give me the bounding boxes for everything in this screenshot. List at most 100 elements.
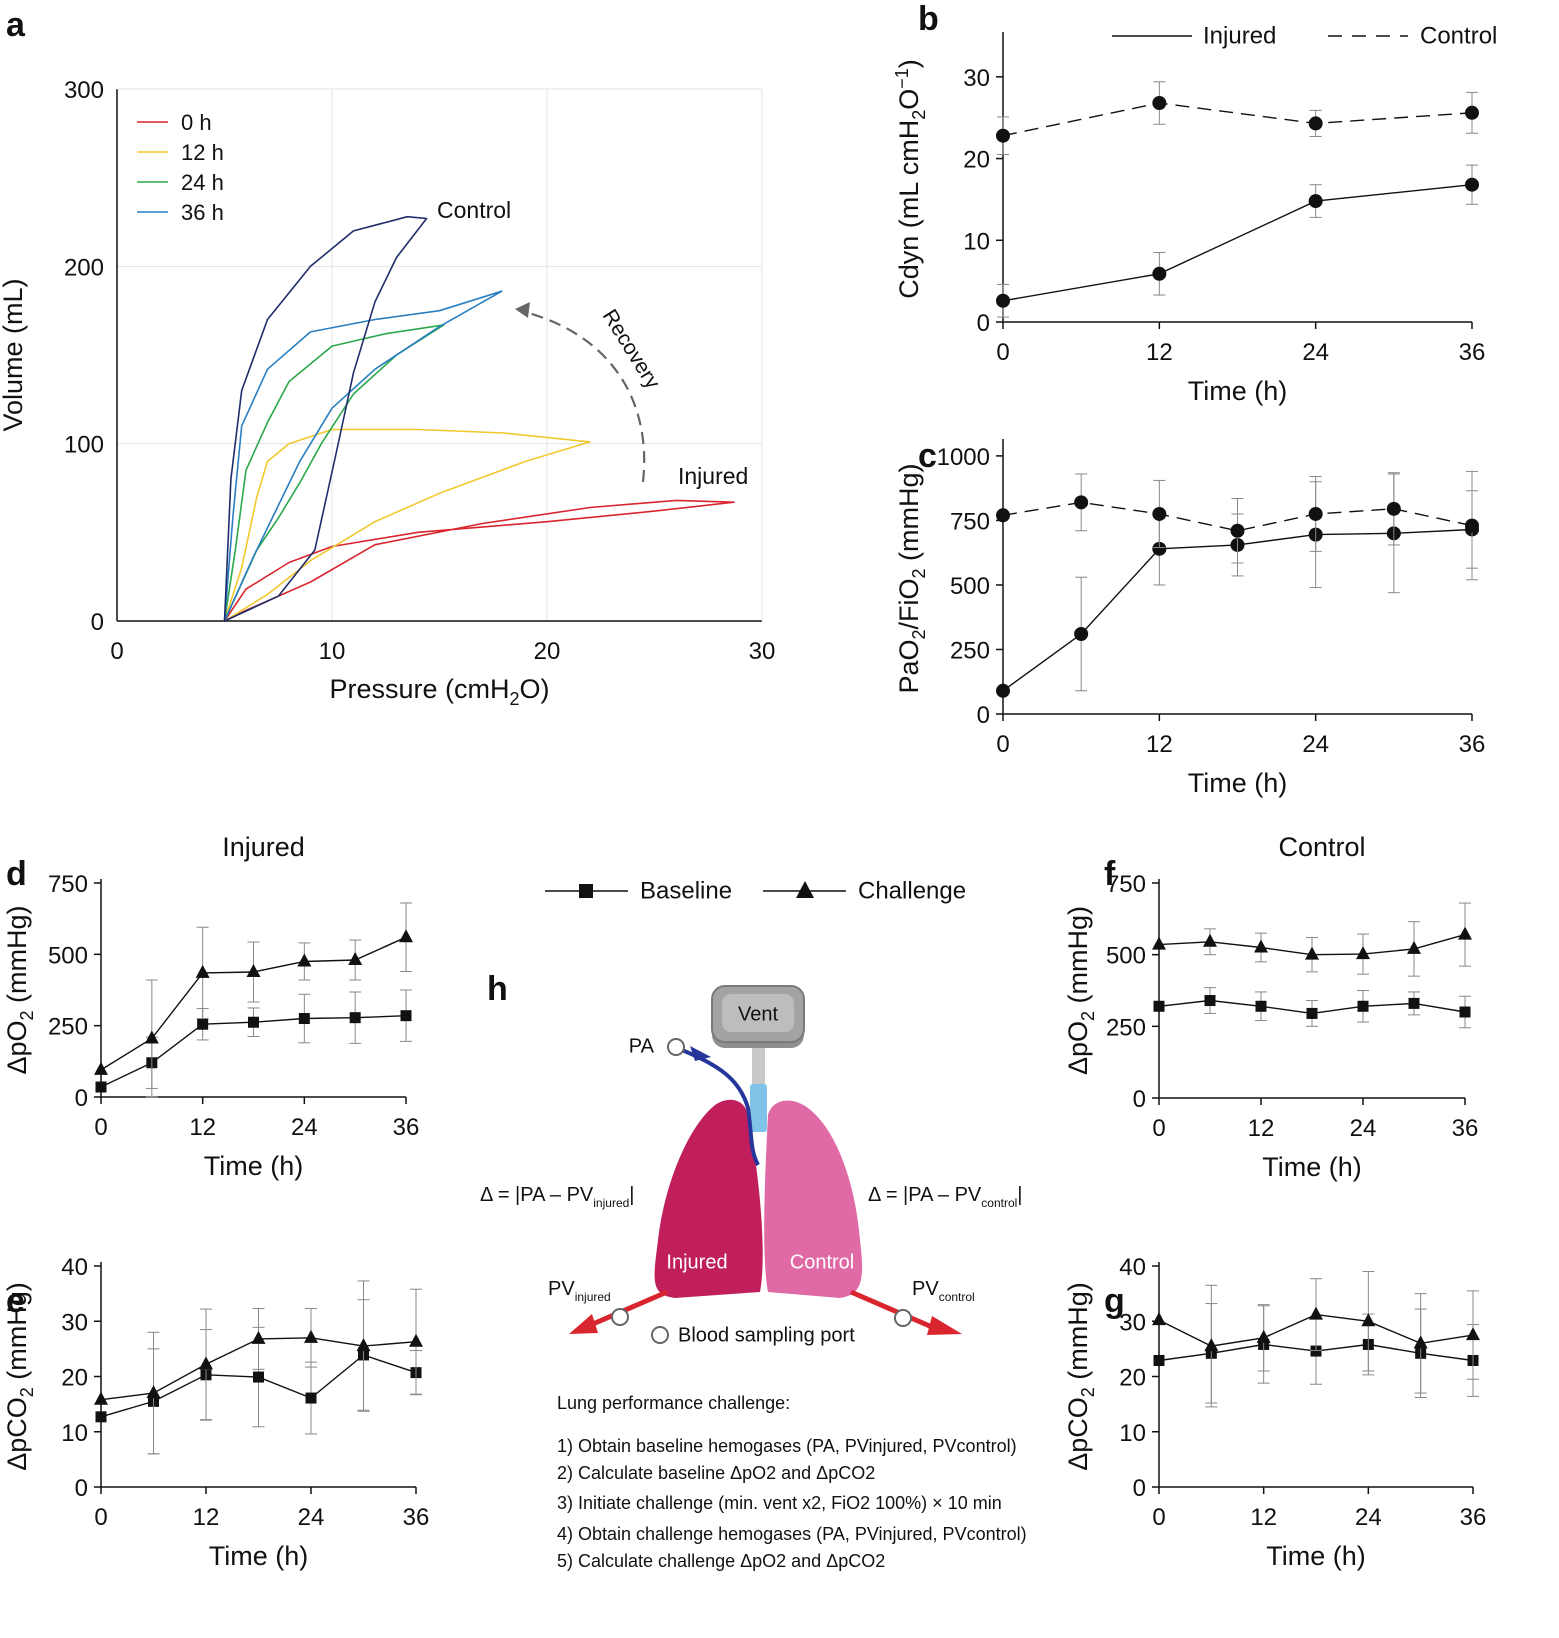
- panel-a-xlabel: Pressure (cmH2O): [329, 674, 549, 709]
- panel-d-xlabel: Time (h): [204, 1151, 304, 1181]
- panel-b-point-injured: [996, 293, 1010, 308]
- panel-a-legend-label: 36 h: [181, 200, 224, 225]
- panel-e-point-baseline: [253, 1371, 264, 1383]
- panel-a-legend-label: 12 h: [181, 140, 224, 165]
- panel-d-point-challenge: [246, 964, 261, 978]
- panel-e-ytick-label: 30: [61, 1309, 88, 1336]
- panel-a-chart: [116, 88, 763, 622]
- panel-d-point-baseline: [95, 1081, 107, 1093]
- panel-d-title: Injured: [222, 832, 305, 862]
- panel-f-ytick-label: 500: [1106, 943, 1146, 970]
- panel-a-loop-24h: [223, 324, 445, 622]
- panel-d-point-baseline: [349, 1012, 361, 1024]
- panel-label-b: b: [918, 0, 939, 38]
- pv-control-line: [850, 1289, 933, 1330]
- panel-a-ytick-label: 200: [64, 254, 104, 281]
- panel-b-ylabel: Cdyn (mL cmH2O−1): [892, 59, 929, 299]
- panel-d-ytick-label: 0: [75, 1085, 88, 1112]
- protocol-step-5: 5) Calculate challenge ΔpO2 and ΔpCO2: [557, 1551, 885, 1571]
- panel-f-point-challenge: [1407, 940, 1421, 954]
- panel-g-ytick-label: 30: [1119, 1309, 1146, 1336]
- panel-f-point-baseline: [1153, 1000, 1165, 1012]
- panel-c-xlabel: Time (h): [1188, 768, 1288, 798]
- protocol-step-2: 2) Calculate baseline ΔpO2 and ΔpCO2: [557, 1463, 875, 1483]
- panel-label-e: e: [6, 1282, 25, 1320]
- panel-f-point-challenge: [1203, 933, 1217, 947]
- protocol-step-1: 1) Obtain baseline hemogases (PA, PVinju…: [557, 1436, 1017, 1456]
- panel-label-a: a: [6, 6, 26, 44]
- panel-b-xtick-label: 36: [1459, 339, 1486, 366]
- panel-e-point-challenge: [199, 1356, 213, 1370]
- panel-c-point-control: [1308, 506, 1323, 521]
- control-lung: [764, 1100, 863, 1298]
- panel-label-g: g: [1104, 1282, 1125, 1320]
- panel-c-xtick-label: 0: [996, 731, 1009, 758]
- panel-c-point-control: [1465, 518, 1479, 533]
- panel-c-point-control: [996, 508, 1010, 523]
- panel-b-xlabel: Time (h): [1188, 376, 1288, 406]
- panel-b-ytick-label: 10: [963, 228, 990, 255]
- panel-d-point-challenge: [144, 1030, 159, 1044]
- panel-f-point-challenge: [1305, 946, 1319, 960]
- panel-e-point-baseline: [305, 1392, 317, 1404]
- panel-g-point-baseline: [1310, 1345, 1322, 1357]
- panel-f-ylabel: ΔpO2 (mmHg): [1063, 906, 1098, 1075]
- panel-c-xtick-label: 12: [1146, 731, 1173, 758]
- panel-g-xlabel: Time (h): [1266, 1541, 1366, 1571]
- panel-f-ytick-label: 250: [1106, 1014, 1146, 1041]
- panel-d-ytick-label: 250: [48, 1014, 88, 1041]
- panel-e-point-baseline: [95, 1411, 107, 1423]
- vent-label: Vent: [738, 1003, 778, 1025]
- panel-g-point-challenge: [1413, 1335, 1428, 1349]
- panel-c-chart: [996, 439, 1479, 721]
- panel-d-point-baseline: [400, 1010, 412, 1022]
- panel-e-ytick-label: 0: [75, 1475, 88, 1502]
- panel-e-point-challenge: [146, 1385, 161, 1399]
- panel-g-ytick-label: 10: [1119, 1420, 1146, 1447]
- panel-a-recovery-arrow: [524, 310, 646, 483]
- panel-d-xtick-label: 24: [291, 1114, 318, 1141]
- panel-f-point-baseline: [1459, 1006, 1471, 1018]
- panel-a-ytick-label: 0: [91, 609, 104, 636]
- vent-screen: [722, 994, 794, 1032]
- panel-a-annotation-control: Control: [437, 197, 511, 223]
- delta-control-formula: Δ = |PA – PVcontrol|: [868, 1184, 1023, 1210]
- legend-injured-label: Injured: [1203, 22, 1276, 49]
- injured-lung: [654, 1099, 763, 1298]
- panel-label-f: f: [1104, 855, 1116, 893]
- pa-artery-line: [676, 1046, 760, 1166]
- panel-b-chart: [996, 32, 1479, 329]
- panel-c-xtick-label: 36: [1459, 731, 1486, 758]
- panel-b-point-injured: [1152, 266, 1167, 281]
- panel-g-chart: [1152, 1262, 1480, 1494]
- panel-b-xtick-label: 24: [1302, 339, 1329, 366]
- panel-g-ytick-label: 0: [1133, 1475, 1146, 1502]
- panel-a-loop-control: [223, 215, 428, 622]
- pv-injured-port-icon: [611, 1308, 629, 1326]
- trachea-tube: [750, 1084, 767, 1132]
- panel-g-ytick-label: 40: [1119, 1254, 1146, 1281]
- pa-label: PA: [629, 1035, 655, 1057]
- panel-g-point-challenge: [1256, 1329, 1271, 1343]
- legend-challenge-label: Challenge: [858, 877, 966, 904]
- panel-f-point-baseline: [1204, 995, 1216, 1007]
- panel-e-xlabel: Time (h): [209, 1541, 309, 1571]
- panel-d-point-challenge: [94, 1061, 108, 1075]
- panel-e-point-challenge: [251, 1330, 266, 1344]
- panel-b-point-injured: [1465, 177, 1479, 192]
- panel-g-point-challenge: [1152, 1312, 1166, 1326]
- panel-e-point-challenge: [409, 1333, 423, 1347]
- panel-a-xtick-label: 20: [534, 638, 561, 665]
- panel-b-point-control: [1308, 116, 1323, 131]
- panel-e-xtick-label: 24: [298, 1504, 325, 1531]
- panel-f-point-challenge: [1356, 946, 1370, 960]
- panel-f-point-challenge: [1458, 926, 1472, 940]
- panel-b-ytick-label: 20: [963, 147, 990, 174]
- panel-d-ytick-label: 500: [48, 942, 88, 969]
- panel-e-xtick-label: 0: [94, 1504, 107, 1531]
- panel-a-xtick-label: 10: [319, 638, 346, 665]
- pv-injured-line: [585, 1289, 668, 1330]
- panel-f-point-baseline: [1306, 1007, 1318, 1019]
- panel-d-ylabel: ΔpO2 (mmHg): [2, 905, 37, 1074]
- panel-g-ytick-label: 20: [1119, 1365, 1146, 1392]
